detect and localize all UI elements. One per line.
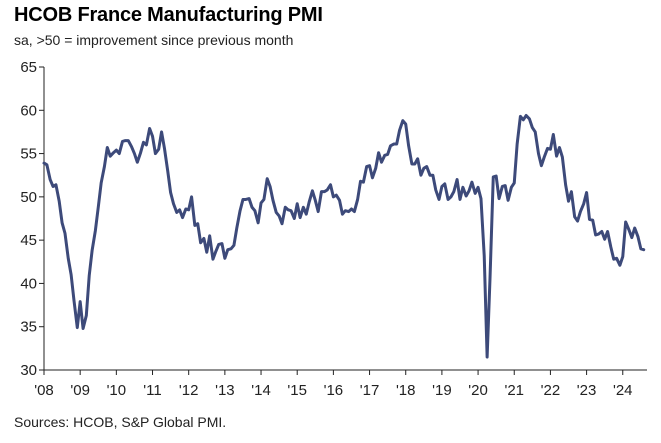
x-tick-label: '10 bbox=[107, 382, 127, 399]
x-tick-label: '17 bbox=[360, 382, 380, 399]
x-tick-label: '12 bbox=[179, 382, 199, 399]
y-axis-ticks: 30 35 40 45 50 55 60 65 bbox=[20, 59, 44, 379]
y-tick-label: 65 bbox=[20, 59, 37, 76]
y-tick-label: 35 bbox=[20, 319, 37, 336]
x-tick-label: '21 bbox=[504, 382, 524, 399]
x-tick-label: '24 bbox=[613, 382, 633, 399]
x-tick-label: '15 bbox=[287, 382, 307, 399]
y-tick-label: 50 bbox=[20, 189, 37, 206]
source-note: Sources: HCOB, S&P Global PMI. bbox=[14, 414, 227, 430]
y-tick-label: 45 bbox=[20, 232, 37, 249]
y-tick-label: 30 bbox=[20, 362, 37, 379]
chart-title: HCOB France Manufacturing PMI bbox=[14, 4, 323, 26]
x-tick-label: '13 bbox=[215, 382, 235, 399]
x-tick-label: '11 bbox=[143, 382, 161, 399]
x-axis-ticks: '08 '09 '10 '11 '12 '13 '14 '15 '16 '17 '18 '19 '20 '… bbox=[34, 370, 633, 399]
x-tick-label: '23 bbox=[577, 382, 597, 399]
x-tick-label: '09 bbox=[70, 382, 90, 399]
x-tick-label: '18 bbox=[396, 382, 416, 399]
y-tick-label: 55 bbox=[20, 146, 37, 163]
y-tick-label: 40 bbox=[20, 275, 37, 292]
chart-subtitle: sa, >50 = improvement since previous mon… bbox=[14, 32, 294, 48]
x-tick-label: '08 bbox=[34, 382, 54, 399]
pmi-series-line bbox=[42, 113, 646, 359]
x-tick-label: '16 bbox=[324, 382, 344, 399]
y-tick-label: 60 bbox=[20, 102, 37, 119]
x-tick-label: '14 bbox=[251, 382, 271, 399]
x-tick-label: '22 bbox=[541, 382, 561, 399]
x-tick-label: '20 bbox=[468, 382, 488, 399]
x-tick-label: '19 bbox=[432, 382, 452, 399]
